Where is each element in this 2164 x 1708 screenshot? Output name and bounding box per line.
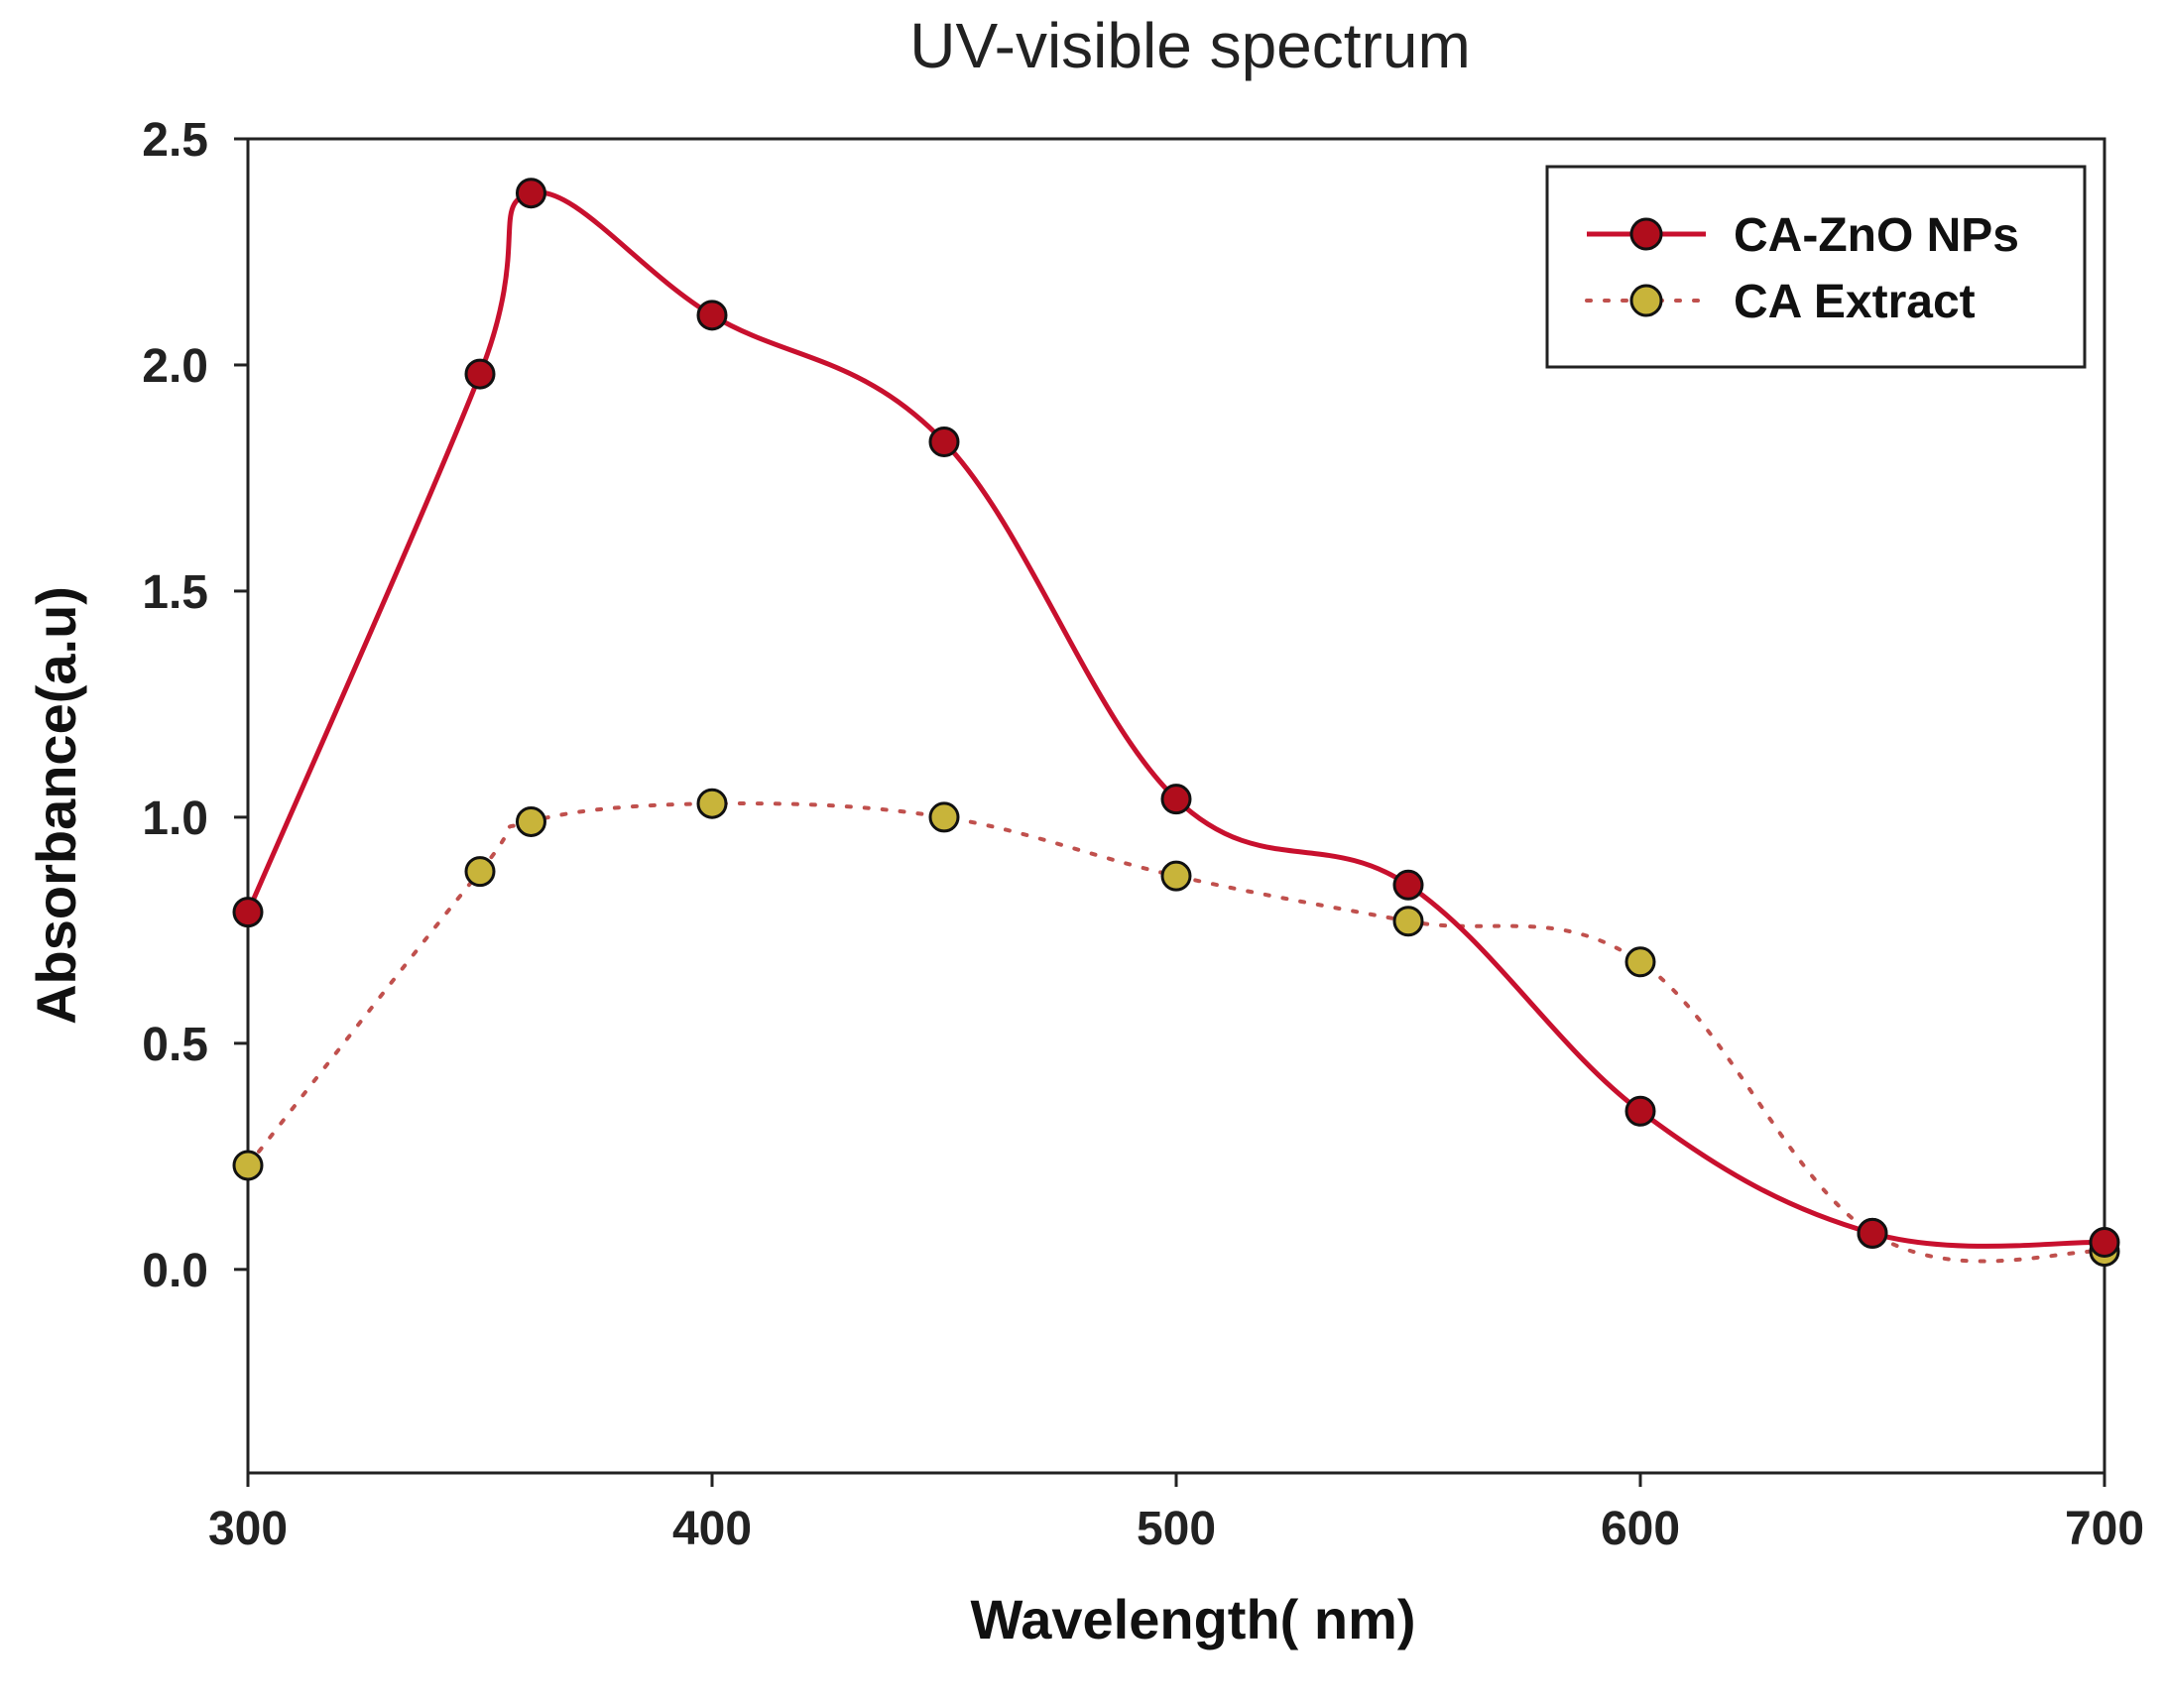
point-ca-zno-nps-361 — [515, 178, 546, 209]
point-ca-zno-nps-300 — [232, 897, 264, 928]
series-line-ca-extract — [246, 801, 2106, 1264]
axis-ticks: 300 400 500 600 700 0.0 0.5 1.0 1.5 2.0 2.5 — [142, 114, 2144, 1555]
point-ca-extract-500 — [1160, 860, 1192, 892]
point-ca-extract-300 — [232, 1150, 264, 1181]
series-ca-extract — [232, 788, 2120, 1268]
legend-box — [1545, 165, 2087, 369]
point-ca-extract-550 — [1392, 906, 1424, 937]
chart-title: UV-visible spectrum — [909, 10, 1471, 81]
point-ca-zno-nps-650 — [1857, 1217, 1888, 1249]
point-ca-extract-350 — [464, 856, 496, 888]
y-tick-label-1-0: 1.0 — [142, 793, 208, 845]
point-ca-extract-361 — [515, 805, 546, 837]
legend-label-ca-extract: CA Extract — [1734, 276, 1976, 328]
y-tick-label-1-5: 1.5 — [142, 566, 208, 619]
point-ca-extract-450 — [928, 801, 960, 833]
y-tick-label-2-5: 2.5 — [142, 114, 208, 167]
point-ca-zno-nps-450 — [928, 426, 960, 457]
point-ca-extract-600 — [1624, 946, 1656, 978]
y-tick-label-2-0: 2.0 — [142, 340, 208, 393]
x-tick-label-600: 600 — [1601, 1503, 1680, 1555]
legend-marker-ca-zno-nps — [1629, 217, 1663, 251]
x-tick-label-300: 300 — [208, 1503, 288, 1555]
series-line-ca-zno-nps — [245, 189, 2105, 1249]
y-tick-label-0-0: 0.0 — [142, 1245, 208, 1297]
x-tick-label-400: 400 — [672, 1503, 752, 1555]
x-axis-label: Wavelength( nm) — [970, 1588, 1415, 1650]
point-ca-zno-nps-550 — [1392, 869, 1424, 901]
legend-label-ca-zno-nps: CA-ZnO NPs — [1734, 209, 2019, 262]
point-ca-extract-400 — [696, 788, 728, 819]
point-ca-zno-nps-350 — [464, 358, 496, 390]
point-ca-zno-nps-700 — [2089, 1226, 2120, 1258]
point-ca-zno-nps-500 — [1160, 784, 1192, 815]
x-tick-label-700: 700 — [2065, 1503, 2144, 1555]
y-axis-label: Absorbance(a.u) — [25, 586, 87, 1025]
legend-marker-ca-extract — [1629, 284, 1663, 317]
point-ca-zno-nps-600 — [1624, 1095, 1656, 1127]
x-tick-label-500: 500 — [1137, 1503, 1216, 1555]
series-layer — [232, 178, 2120, 1268]
legend: CA-ZnO NPs CA Extract — [1545, 165, 2087, 369]
point-ca-zno-nps-400 — [696, 300, 728, 331]
series-ca-zno-nps — [232, 178, 2120, 1258]
y-tick-label-0-5: 0.5 — [142, 1019, 208, 1071]
